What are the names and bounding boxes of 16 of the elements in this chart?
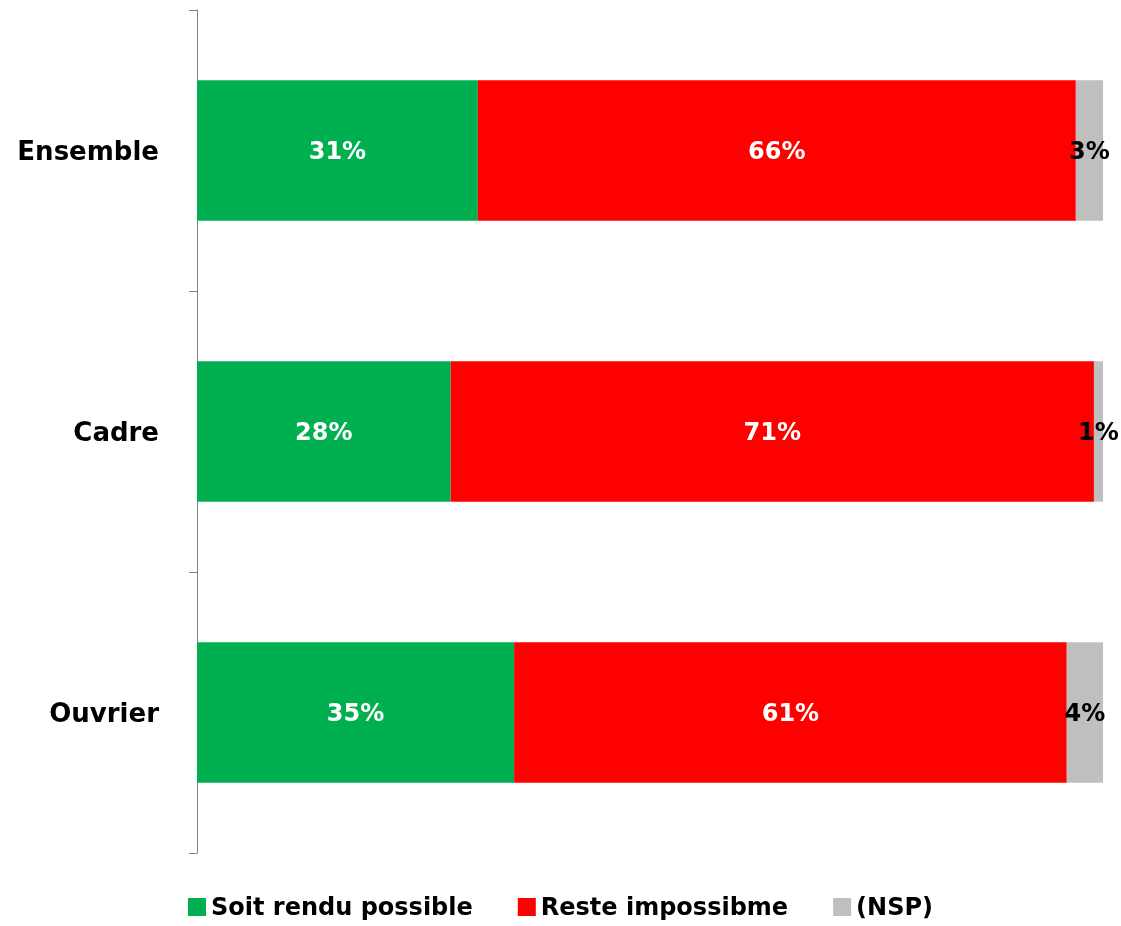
bar: [197, 642, 515, 783]
data-label: 28%: [295, 417, 353, 446]
y-tick-label: Ouvrier: [49, 697, 160, 728]
legend-label: (NSP): [856, 893, 934, 921]
y-tick-label: Cadre: [73, 416, 159, 447]
data-label: 66%: [748, 136, 806, 165]
bar: [197, 80, 478, 221]
y-tick-label: Ensemble: [17, 135, 159, 166]
data-label: 61%: [761, 698, 820, 727]
data-label: 31%: [308, 136, 367, 165]
data-label: 35%: [326, 698, 385, 727]
data-label: 71%: [743, 417, 802, 446]
bar: [197, 361, 451, 502]
legend-label: Soit rendu possible: [211, 893, 473, 921]
legend-label: Reste impossibme: [540, 893, 789, 921]
bar: [514, 642, 1067, 783]
